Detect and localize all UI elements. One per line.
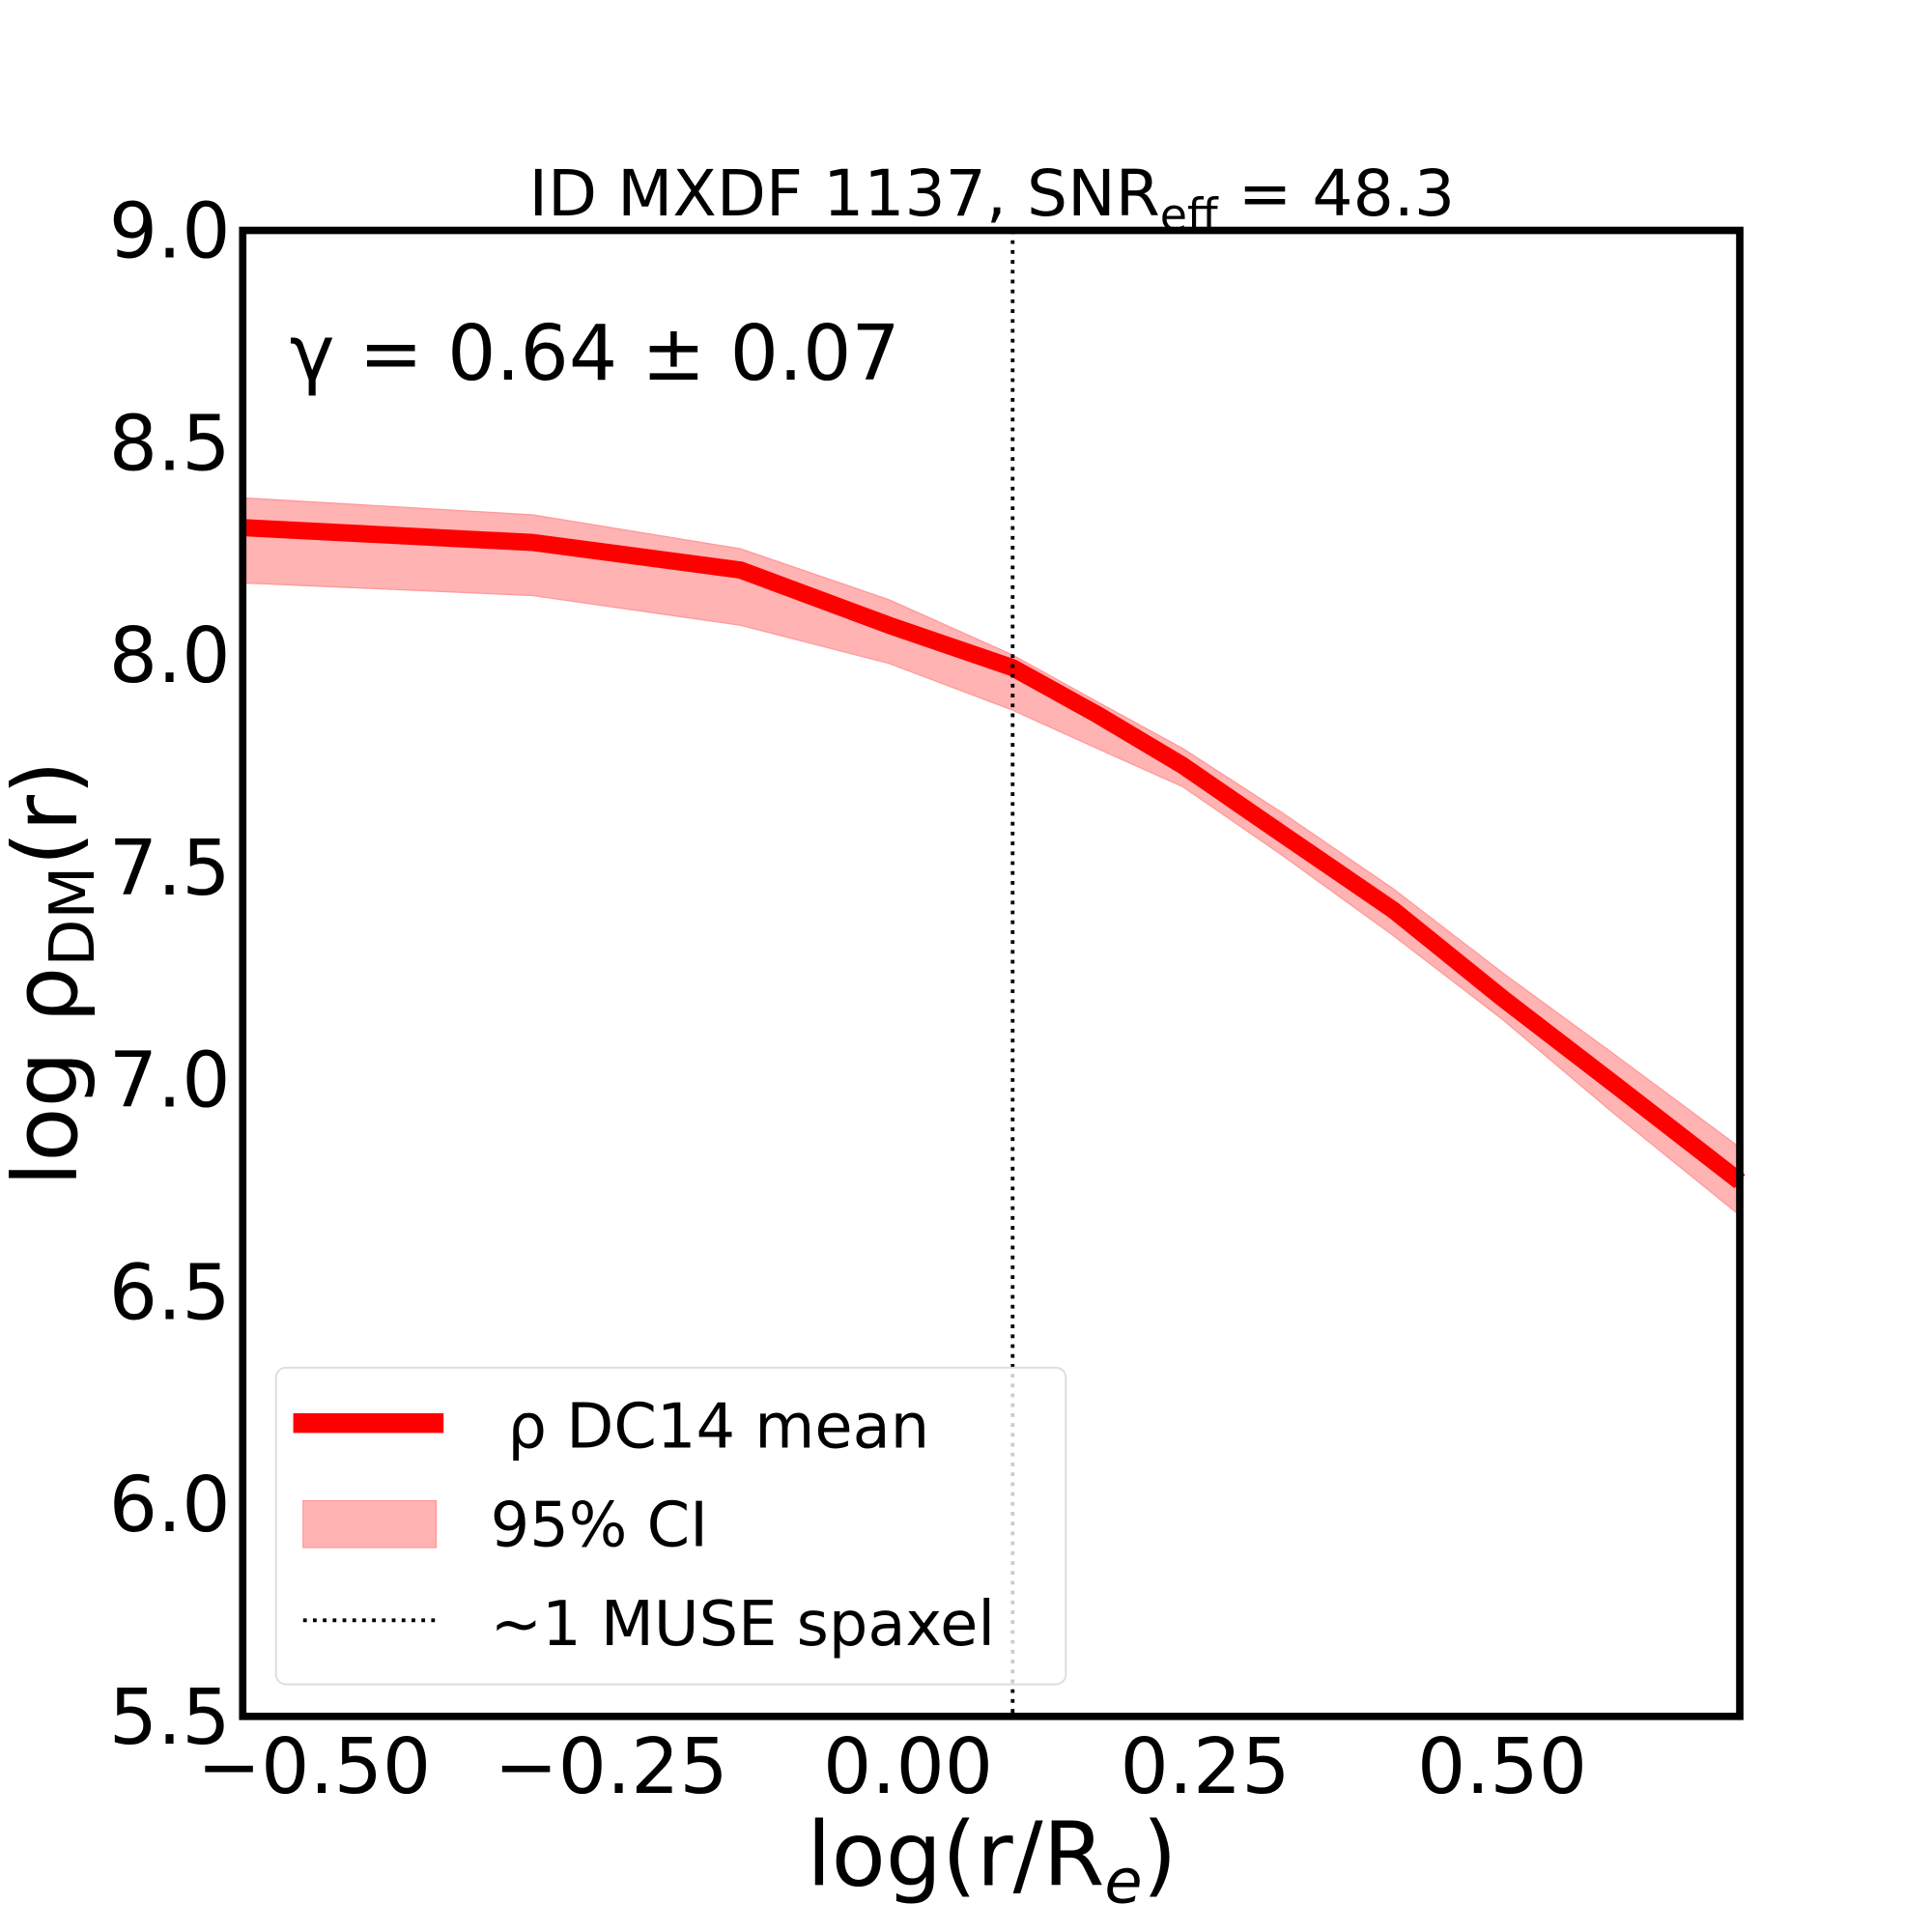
y-tick-label: 9.0	[109, 187, 231, 276]
legend-ci-swatch	[302, 1499, 438, 1548]
legend: ρ DC14 mean 95% CI ~1 MUSE spaxel	[274, 1366, 1067, 1686]
ci-band	[242, 497, 1741, 1217]
y-tick-label: 7.0	[109, 1037, 231, 1125]
mean-line	[242, 519, 1746, 1189]
y-tick-label: 5.5	[109, 1673, 231, 1762]
x-tick-label: −0.50	[197, 1722, 431, 1811]
x-axis-label: log(r/Re)	[807, 1804, 1177, 1918]
chart-title: ID MXDF 1137, SNReff = 48.3	[528, 156, 1455, 241]
y-tick-label: 7.5	[109, 824, 231, 913]
gamma-annotation: γ = 0.64 ± 0.07	[290, 309, 900, 398]
x-tick-label: 0.50	[1417, 1722, 1587, 1811]
legend-spaxel-label: ~1 MUSE spaxel	[491, 1589, 995, 1661]
y-tick-label: 8.0	[109, 611, 231, 700]
x-tick-label: 0.25	[1121, 1722, 1291, 1811]
y-tick-label: 6.5	[109, 1248, 231, 1337]
legend-mean-label: ρ DC14 mean	[508, 1392, 930, 1463]
legend-ci-label: 95% CI	[491, 1491, 708, 1562]
x-tick-label: 0.00	[823, 1722, 993, 1811]
y-tick-label: 6.0	[109, 1461, 231, 1549]
plot-frame	[239, 226, 1744, 1720]
legend-box	[274, 1366, 1067, 1686]
x-tick-label: −0.25	[494, 1722, 727, 1811]
y-axis-label: log ρDM(r)	[0, 760, 109, 1186]
y-tick-label: 8.5	[109, 399, 231, 488]
